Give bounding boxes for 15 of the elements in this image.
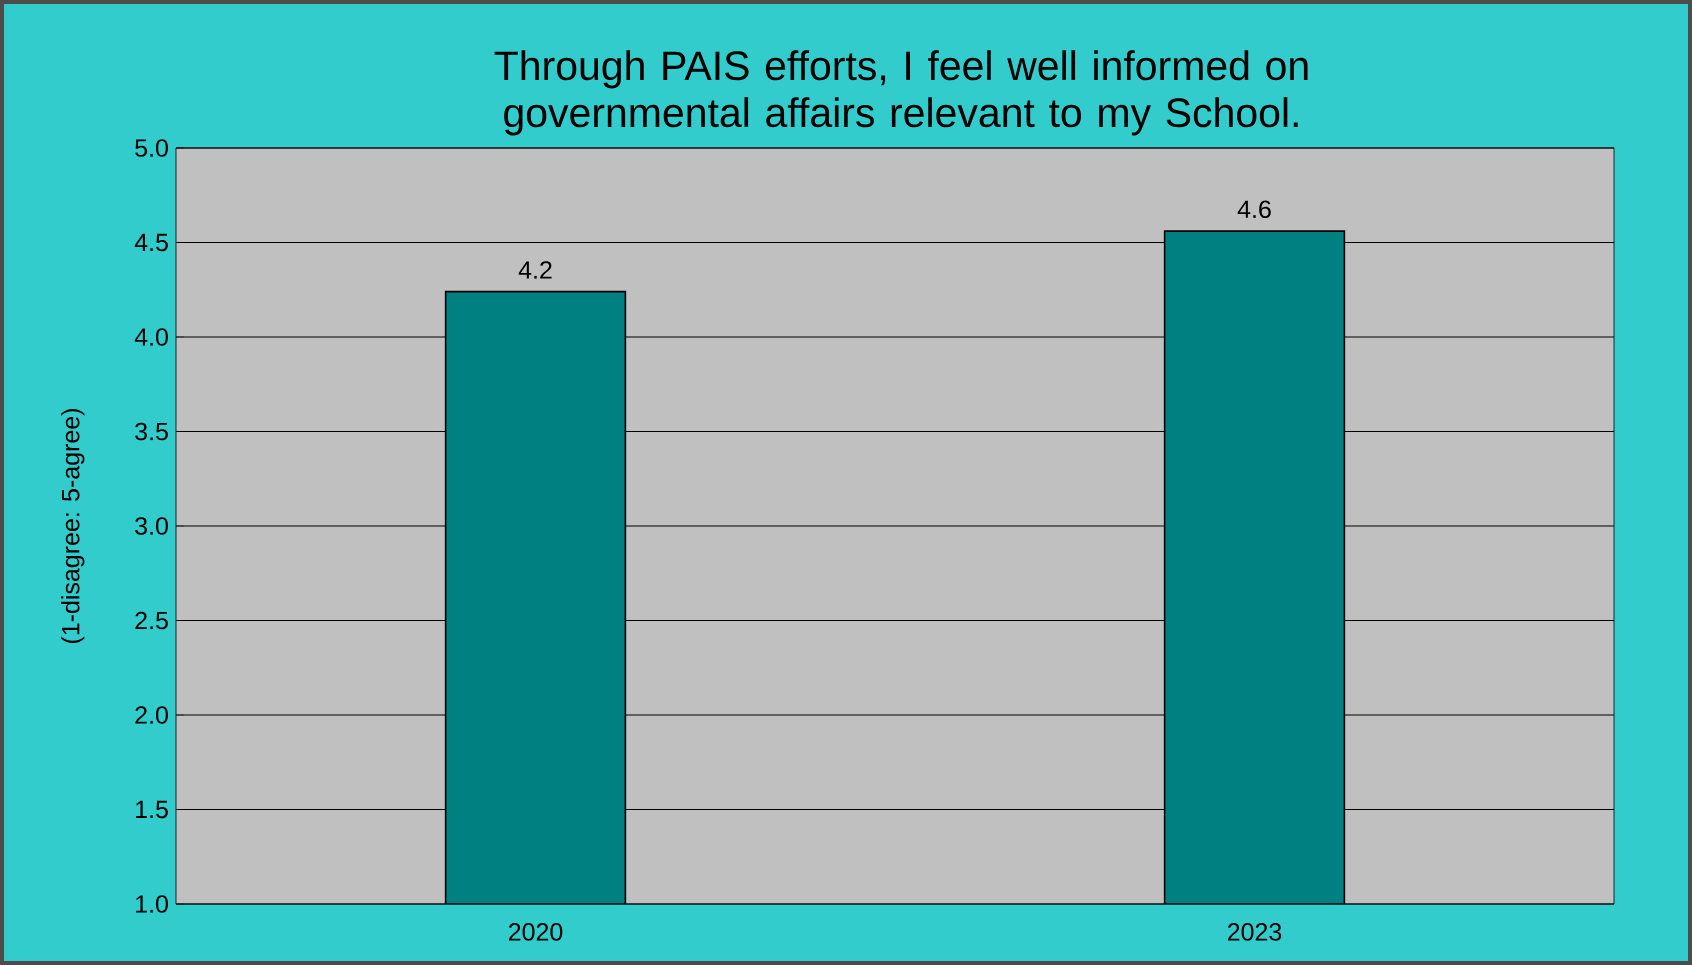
x-tick-label: 2020 — [508, 923, 563, 941]
y-tick-label: 2.0 — [135, 706, 168, 724]
y-tick-label: 3.0 — [135, 517, 168, 535]
y-tick-label: 5.0 — [135, 139, 168, 157]
data-label: 4.2 — [518, 261, 552, 279]
y-tick-label: 4.0 — [134, 328, 168, 346]
y-tick-label: 2.5 — [135, 611, 168, 630]
y-tick-label: 4.5 — [134, 233, 168, 252]
data-label: 4.6 — [1237, 200, 1271, 219]
x-tick-label: 2023 — [1227, 923, 1282, 941]
y-tick-label: 1.5 — [136, 800, 168, 819]
chart-title: Through PAIS efforts, I feel well informed on governmental affairs relevant to my School. — [494, 50, 1308, 136]
y-tick-label: 1.0 — [136, 895, 168, 913]
y-axis-title: (1-disagree: 5-agree) — [61, 409, 85, 644]
y-tick-label: 3.5 — [135, 422, 168, 441]
